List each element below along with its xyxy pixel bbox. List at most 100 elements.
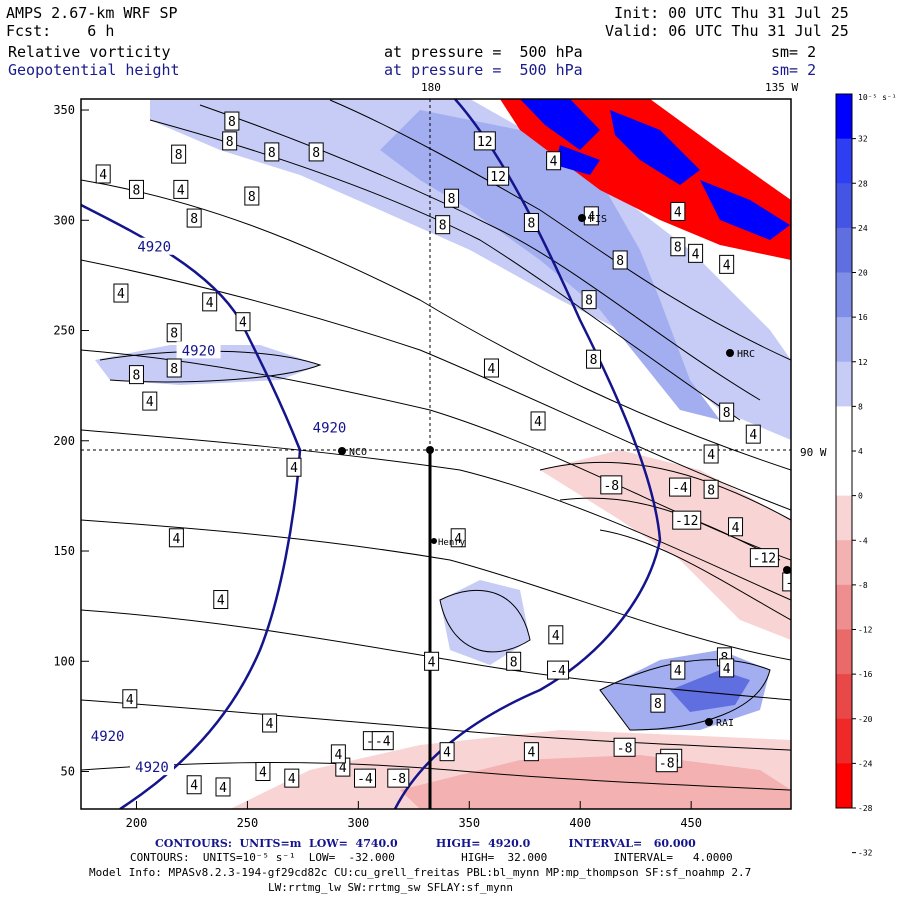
vorticity-label-box [439,742,455,762]
vorticity-label-box [669,477,692,497]
vorticity-label: 8 [170,362,178,377]
vorticity-label-box [166,358,182,378]
colorbar-tick-label: 20 [858,269,868,278]
colorbar-tick-label: 16 [858,313,868,322]
vorticity-label: 8 [439,219,447,234]
vorticity-label-box [142,391,158,411]
field2-level: at pressure = 500 hPa [384,61,583,79]
label-90w: 90 W [800,446,827,459]
vorticity-label: 4 [674,664,682,679]
y-tick-label: 200 [53,434,75,448]
field2-name: Geopotential height [8,61,180,79]
vorticity-label-box [128,179,144,199]
colorbar-swatch [836,227,852,273]
colorbar-swatch [836,406,852,452]
vorticity-label: 4 [443,746,451,761]
x-tick-label: 350 [458,816,480,830]
vorticity-label-box [450,528,466,548]
vorticity-label-box [371,731,394,751]
station-label-nco: NCO [349,447,367,458]
vorticity-label-box [728,517,744,537]
footer-model-info2: LW:rrtmg_lw SW:rrtmg_sw SFLAY:sf_mynn [268,881,514,894]
station-label-fis: FIS [589,214,607,225]
height-label: 4920 [91,729,125,745]
vorticity-label: -8 [390,772,406,787]
colorbar-swatch [836,674,852,720]
y-tick-label: 350 [53,103,75,117]
vorticity-label-box [166,323,182,343]
x-tick-label: 450 [680,816,702,830]
model-title: AMPS 2.67-km WRF SP [6,4,178,22]
vorticity-label: 4 [146,395,154,410]
label-180: 180 [421,81,441,94]
colorbar-tick-label: -28 [858,804,873,813]
station-dot-fis [578,214,586,222]
vorticity-label: 4 [177,183,185,198]
station-dot-east [783,566,791,574]
vorticity-label: 4 [172,532,180,547]
x-tick-label: 400 [569,816,591,830]
vorticity-label-box [506,651,522,671]
station-dot-rai [705,718,713,726]
vorticity-label-box [719,254,735,274]
vorticity-label-box [483,358,499,378]
vorticity-label: 4 [334,748,342,763]
vorticity-label-box [235,312,251,332]
vorticity-label: 4 [428,655,436,670]
vorticity-label-box [213,590,229,610]
vorticity-label-box [308,142,324,162]
vorticity-label-box [435,215,451,235]
vorticity-label-box [600,475,623,495]
shading-storm-blue-3 [700,180,790,240]
vorticity-label-box [222,131,238,151]
colorbar-unit: 10⁻⁵ s⁻¹ [858,93,897,102]
vorticity-label-box [719,658,735,678]
colorbar-tick-label: 24 [858,224,868,233]
shading-storm-blue-1 [520,99,600,150]
vorticity-label-box [703,479,719,499]
vorticity-label-box [670,660,686,680]
vorticity-label: 4 [126,693,134,708]
vorticity-label: 4 [288,772,296,787]
vorticity-label: 4 [99,168,107,183]
vorticity-label-box [264,142,280,162]
height-label-bg [307,418,352,436]
height-label: 4920 [313,421,347,437]
vorticity-label: -8 [617,741,633,756]
station-dot-henry [431,538,437,544]
vorticity-label-box [530,411,546,431]
colorbar-tick-label: -24 [858,759,873,768]
y-axis: 50 100 150 200 250 300 350 [53,103,89,779]
colorbar-swatch [836,763,852,809]
vorticity-label-box [586,349,602,369]
vorticity-label: 4 [206,296,214,311]
valid-time: Valid: 06 UTC Thu 31 Jul 25 [605,22,849,40]
vorticity-label-box [749,548,779,568]
shading-band-positive-core [380,110,720,420]
field1-name: Relative vorticity [8,43,171,61]
vorticity-label-box [171,144,187,164]
colorbar-tick-label: -12 [858,626,873,635]
stations: NCO HRC Henry RAI FIS [338,214,791,729]
colorbar-tick-label: -8 [858,581,868,590]
vorticity-label-box [548,625,564,645]
colorbar-tick-label: 28 [858,179,868,188]
vorticity-label-box [650,693,666,713]
label-135w: 135 W [765,81,798,94]
shading-band-negative-south2 [400,755,791,809]
vorticity-label: 4 [219,781,227,796]
vorticity-label-box [255,762,271,782]
vorticity-label: 4 [723,662,731,677]
y-tick-label: 250 [53,324,75,338]
vorticity-label-box [688,243,704,263]
vorticity-label-box [354,768,376,788]
shading-band-negative-east [540,450,791,640]
vorticity-label-box [613,737,636,757]
vorticity-label: 8 [654,697,662,712]
colorbar-tick-label: 4 [858,447,863,456]
field2-smooth: sm= 2 [771,61,817,79]
vorticity-label: 8 [170,327,178,342]
vorticity-label: 8 [190,212,198,227]
station-label-hrc: HRC [737,349,755,360]
colorbar-tick-label: -16 [858,670,873,679]
